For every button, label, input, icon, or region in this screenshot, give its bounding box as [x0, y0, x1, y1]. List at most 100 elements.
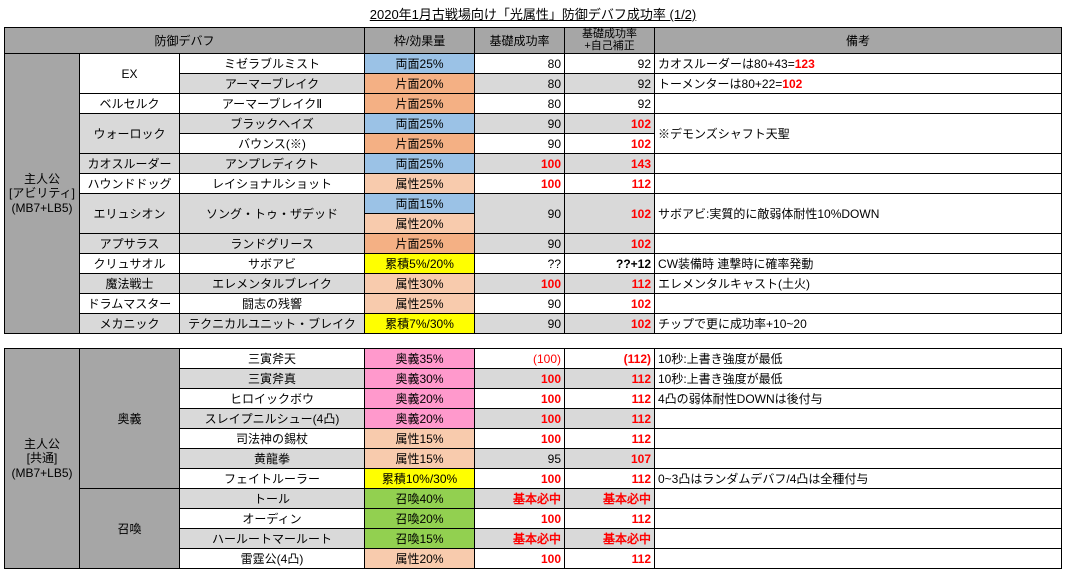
table-row: 主人公 [アビリティ] (MB7+LB5)EXミゼラブルミスト両面25%8092…	[5, 54, 1062, 74]
cell	[655, 449, 1062, 469]
cell: 10秒:上書き強度が最低	[655, 349, 1062, 369]
cell: ソング・トゥ・ザデッド	[180, 194, 365, 234]
hdr-debuff: 防御デバフ	[5, 28, 365, 54]
cell: 90	[475, 234, 565, 254]
page-title: 2020年1月古戦場向け「光属性」防御デバフ成功率 (1/2)	[4, 4, 1062, 23]
cell	[655, 529, 1062, 549]
cell: 10秒:上書き強度が最低	[655, 369, 1062, 389]
cell: ハウンドドッグ	[80, 174, 180, 194]
table-row: ドラムマスター闘志の残響属性25%90102	[5, 294, 1062, 314]
cell: 90	[475, 194, 565, 234]
cell: フェイトルーラー	[180, 469, 365, 489]
cell: 112	[565, 389, 655, 409]
cell: 100	[475, 174, 565, 194]
cell: 闘志の残響	[180, 294, 365, 314]
cell: 100	[475, 274, 565, 294]
cell: 100	[475, 369, 565, 389]
cell	[655, 409, 1062, 429]
cell: 片面25%	[365, 234, 475, 254]
cell: 奥義20%	[365, 389, 475, 409]
cell: トーメンターは80+22=102	[655, 74, 1062, 94]
cell: 102	[565, 234, 655, 254]
cell: ブラックヘイズ	[180, 114, 365, 134]
cell: 90	[475, 114, 565, 134]
cell: 112	[565, 469, 655, 489]
cell: ※デモンズシャフト天聖	[655, 114, 1062, 154]
table-row: ハウンドドッグレイショナルショット属性25%100112	[5, 174, 1062, 194]
cell: アプサラス	[80, 234, 180, 254]
cell: ウォーロック	[80, 114, 180, 154]
cell: 102	[565, 314, 655, 334]
cell: チップで更に成功率+10~20	[655, 314, 1062, 334]
cell	[655, 429, 1062, 449]
cell: アーマーブレイク	[180, 74, 365, 94]
cell: 奥義	[80, 349, 180, 489]
cell	[655, 294, 1062, 314]
cell: 107	[565, 449, 655, 469]
cell: 112	[565, 549, 655, 569]
cell: 90	[475, 294, 565, 314]
cell: メカニック	[80, 314, 180, 334]
cell: ヒロイックボウ	[180, 389, 365, 409]
cell	[655, 94, 1062, 114]
cell: 両面25%	[365, 54, 475, 74]
cell: (112)	[565, 349, 655, 369]
cell: 奥義30%	[365, 369, 475, 389]
cell: 90	[475, 314, 565, 334]
cell: 112	[565, 174, 655, 194]
cell: トール	[180, 489, 365, 509]
cell: 112	[565, 369, 655, 389]
cell: 雷霆公(4凸)	[180, 549, 365, 569]
cell: 112	[565, 509, 655, 529]
cell: 累積10%/30%	[365, 469, 475, 489]
cell: 両面25%	[365, 154, 475, 174]
cell: 黄龍拳	[180, 449, 365, 469]
cell: オーディン	[180, 509, 365, 529]
table-row: 召喚トール召喚40%基本必中基本必中	[5, 489, 1062, 509]
cell	[655, 489, 1062, 509]
cell: 102	[565, 134, 655, 154]
cell: 92	[565, 54, 655, 74]
cell: 召喚20%	[365, 509, 475, 529]
cell: 4凸の弱体耐性DOWNは後付与	[655, 389, 1062, 409]
cell: レイショナルショット	[180, 174, 365, 194]
cell: 100	[475, 154, 565, 174]
table-row: ベルセルクアーマーブレイクⅡ片面25%8092	[5, 94, 1062, 114]
cell: 0~3凸はランダムデバフ/4凸は全種付与	[655, 469, 1062, 489]
cell	[655, 154, 1062, 174]
cell: 80	[475, 74, 565, 94]
cell: 80	[475, 94, 565, 114]
cell: 主人公 [共通] (MB7+LB5)	[5, 349, 80, 569]
cell: 112	[565, 274, 655, 294]
cell: 基本必中	[475, 489, 565, 509]
cell: 属性25%	[365, 294, 475, 314]
cell: クリュサオル	[80, 254, 180, 274]
cell: 基本必中	[565, 529, 655, 549]
cell: ミゼラブルミスト	[180, 54, 365, 74]
table-row: ウォーロックブラックヘイズ両面25%90102※デモンズシャフト天聖	[5, 114, 1062, 134]
table-row: カオスルーダーアンプレディクト両面25%100143	[5, 154, 1062, 174]
cell: 属性15%	[365, 449, 475, 469]
cell: 属性20%	[365, 549, 475, 569]
cell: 90	[475, 134, 565, 154]
cell: 基本必中	[475, 529, 565, 549]
cell: 奥義20%	[365, 409, 475, 429]
cell: 100	[475, 549, 565, 569]
cell: ハールートマールート	[180, 529, 365, 549]
cell: 片面20%	[365, 74, 475, 94]
cell: 属性15%	[365, 429, 475, 449]
cell: 累積5%/20%	[365, 254, 475, 274]
cell	[655, 549, 1062, 569]
cell: 112	[565, 409, 655, 429]
cell: 召喚	[80, 489, 180, 569]
cell: 92	[565, 74, 655, 94]
cell: 100	[475, 429, 565, 449]
table-row: 主人公 [共通] (MB7+LB5)奥義三寅斧天奥義35%(100)(112)1…	[5, 349, 1062, 369]
cell	[655, 234, 1062, 254]
table-row: アプサラスランドグリース片面25%90102	[5, 234, 1062, 254]
table-row: メカニックテクニカルユニット・ブレイク累積7%/30%90102チップで更に成功…	[5, 314, 1062, 334]
cell: 主人公 [アビリティ] (MB7+LB5)	[5, 54, 80, 334]
cell: エリュシオン	[80, 194, 180, 234]
cell: カオスルーダー	[80, 154, 180, 174]
cell: 102	[565, 114, 655, 134]
